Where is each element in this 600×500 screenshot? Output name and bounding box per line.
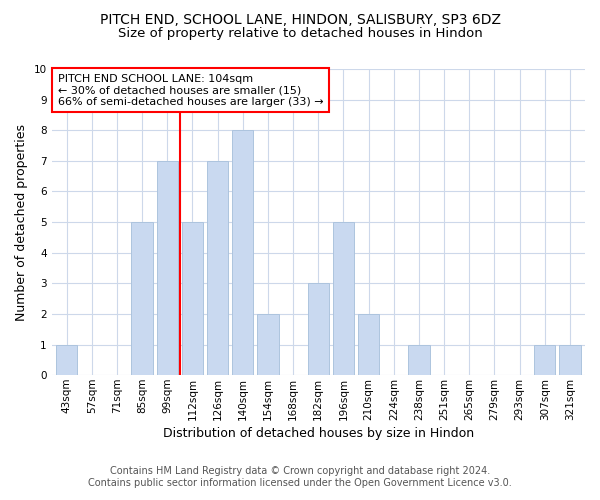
Bar	[232, 130, 253, 375]
Bar	[157, 161, 178, 375]
Bar	[358, 314, 379, 375]
Y-axis label: Number of detached properties: Number of detached properties	[15, 124, 28, 320]
Bar	[308, 284, 329, 375]
Bar	[333, 222, 354, 375]
Text: Size of property relative to detached houses in Hindon: Size of property relative to detached ho…	[118, 28, 482, 40]
Bar	[559, 344, 581, 375]
Bar	[257, 314, 278, 375]
Bar	[182, 222, 203, 375]
Bar	[131, 222, 153, 375]
Bar	[534, 344, 556, 375]
Bar	[56, 344, 77, 375]
Text: PITCH END SCHOOL LANE: 104sqm
← 30% of detached houses are smaller (15)
66% of s: PITCH END SCHOOL LANE: 104sqm ← 30% of d…	[58, 74, 323, 107]
Text: PITCH END, SCHOOL LANE, HINDON, SALISBURY, SP3 6DZ: PITCH END, SCHOOL LANE, HINDON, SALISBUR…	[100, 12, 500, 26]
Bar	[408, 344, 430, 375]
Text: Contains HM Land Registry data © Crown copyright and database right 2024.
Contai: Contains HM Land Registry data © Crown c…	[88, 466, 512, 487]
X-axis label: Distribution of detached houses by size in Hindon: Distribution of detached houses by size …	[163, 427, 474, 440]
Bar	[207, 161, 229, 375]
